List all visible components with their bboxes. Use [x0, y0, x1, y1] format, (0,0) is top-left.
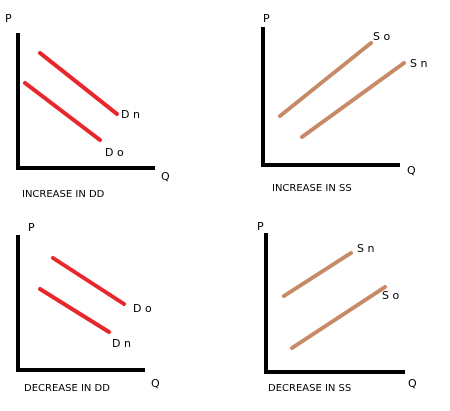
axes — [16, 33, 155, 170]
y-axis-label: P — [257, 220, 264, 233]
panel-decrease-ss: P Q S n S o DECREASE IN SS — [257, 220, 417, 394]
curve — [290, 285, 387, 350]
panel-decrease-dd: P Q D o D n DECREASE IN DD — [16, 221, 160, 394]
axes — [16, 235, 145, 372]
curve — [300, 61, 406, 139]
y-axis-label: P — [28, 221, 35, 234]
axes — [264, 233, 405, 374]
y-axis-label: P — [263, 12, 270, 25]
panel-increase-dd: P Q D n D o INCREASE IN DD — [5, 12, 170, 200]
curve-label: S o — [373, 30, 390, 43]
caption: INCREASE IN SS — [272, 183, 352, 194]
x-axis-label: Q — [161, 170, 170, 183]
curve — [38, 51, 119, 116]
curve — [282, 251, 353, 298]
panel-increase-ss: P Q S o S n INCREASE IN SS — [261, 12, 427, 194]
curve — [38, 287, 111, 334]
curve — [23, 81, 102, 142]
x-axis-label: Q — [408, 377, 417, 390]
curve-label: D n — [112, 337, 131, 350]
x-axis-label: Q — [151, 377, 160, 390]
curve-label: S o — [382, 289, 399, 302]
curve-label: S n — [357, 242, 374, 255]
curve-label: D n — [121, 108, 140, 121]
curve-label: S n — [410, 57, 427, 70]
x-axis-label: Q — [407, 164, 416, 177]
axes — [261, 27, 400, 167]
y-axis-label: P — [5, 12, 12, 25]
curve-label: D o — [133, 302, 152, 315]
curve-label: D o — [105, 146, 124, 159]
caption: INCREASE IN DD — [22, 189, 105, 200]
curve — [278, 41, 373, 118]
caption: DECREASE IN DD — [24, 383, 110, 394]
curve — [51, 256, 126, 306]
caption: DECREASE IN SS — [268, 383, 351, 394]
